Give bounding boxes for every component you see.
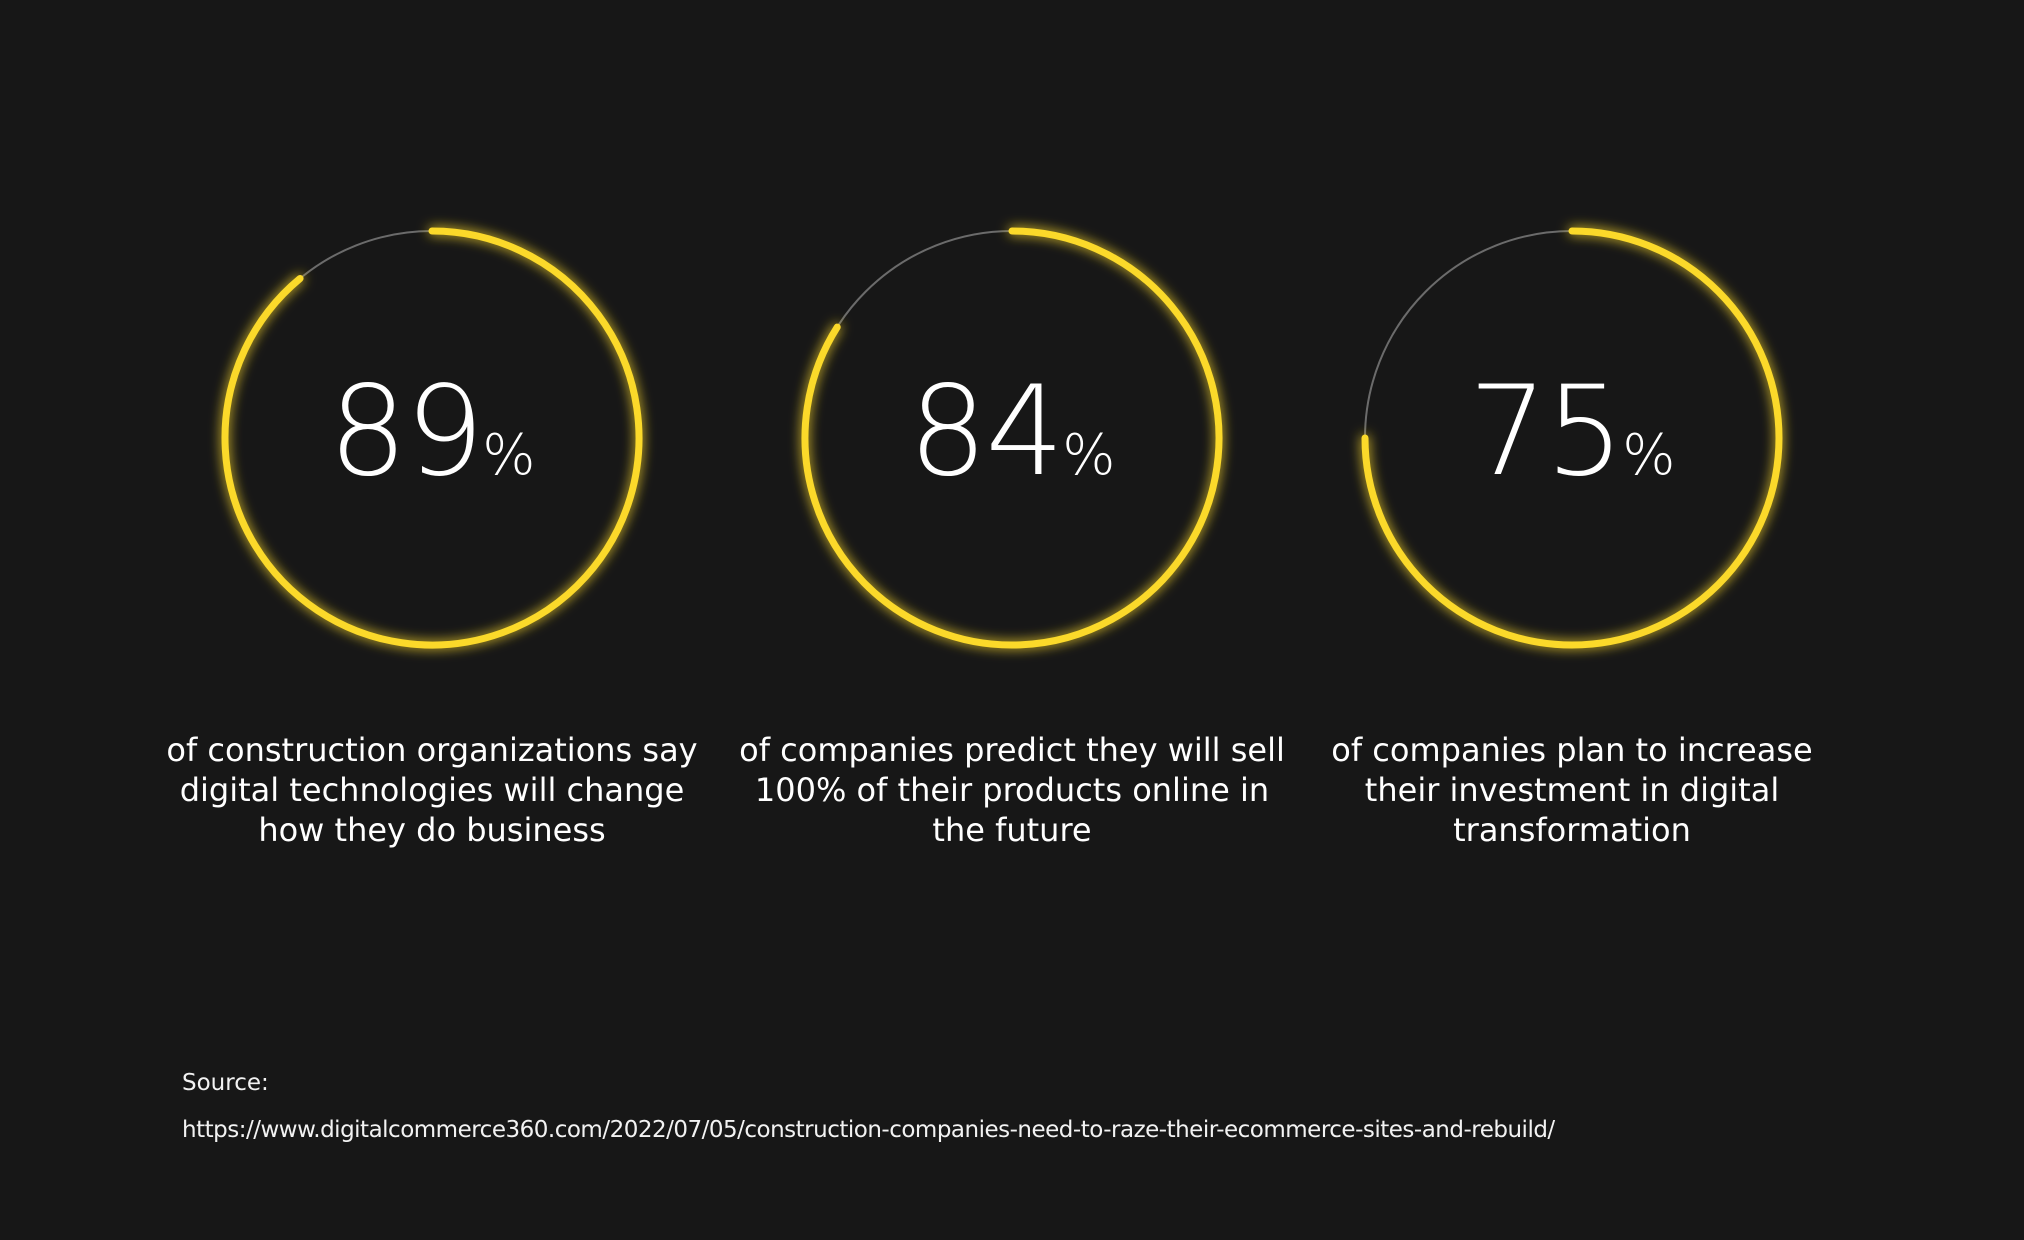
stat-caption-1: of construction organizations say digita… — [166, 731, 698, 849]
progress-ring-svg-1 — [221, 227, 643, 649]
stat-card-3: 75% of companies plan to increase their … — [1322, 210, 1822, 849]
stat-value-2: 84% — [762, 370, 1262, 494]
source-label: Source: — [182, 1070, 269, 1096]
stat-card-1: 89% of construction organizations say di… — [166, 210, 698, 849]
progress-ring-svg-3 — [1361, 227, 1783, 649]
stat-unit-3: % — [1622, 423, 1676, 488]
stat-number-1: 89 — [328, 360, 484, 504]
progress-ring-1: 89% — [182, 210, 682, 670]
source-url[interactable]: https://www.digitalcommerce360.com/2022/… — [182, 1117, 1555, 1143]
stat-value-1: 89% — [182, 370, 682, 494]
ring-progress-arc — [801, 227, 1223, 649]
stat-unit-2: % — [1062, 423, 1116, 488]
stat-card-2: 84% of companies predict they will sell … — [739, 210, 1285, 849]
progress-ring-2: 84% — [762, 210, 1262, 670]
progress-ring-3: 75% — [1322, 210, 1822, 670]
stat-caption-2: of companies predict they will sell 100%… — [739, 731, 1285, 849]
stat-number-2: 84 — [908, 360, 1064, 504]
stat-caption-3: of companies plan to increase their inve… — [1331, 731, 1813, 849]
stat-unit-1: % — [482, 423, 536, 488]
ring-progress-arc — [1361, 227, 1783, 649]
ring-progress-arc — [221, 227, 643, 649]
progress-ring-svg-2 — [801, 227, 1223, 649]
stat-value-3: 75% — [1322, 370, 1822, 494]
stat-number-3: 75 — [1468, 360, 1624, 504]
